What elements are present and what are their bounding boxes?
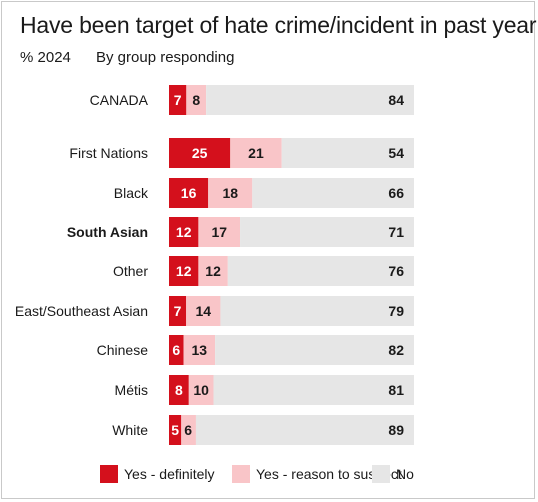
bar-definitely-chinese: [169, 335, 184, 365]
category-label-m-tis: Métis: [115, 382, 148, 398]
bar-definitely-black: [169, 178, 209, 208]
data-label-no-east-southeast-asian: 79: [388, 303, 404, 319]
data-label-suspect-black: 18: [222, 185, 238, 201]
data-label-suspect-south-asian: 17: [211, 224, 227, 240]
data-label-definitely-m-tis: 8: [175, 382, 183, 398]
bar-suspect-east-southeast-asian: [186, 296, 221, 326]
data-label-suspect-white: 6: [184, 422, 192, 438]
category-label-chinese: Chinese: [97, 342, 149, 358]
data-label-suspect-first-nations: 21: [248, 145, 264, 161]
bar-no-other: [227, 256, 414, 286]
data-label-no-black: 66: [388, 185, 404, 201]
legend-item-suspect: Yes - reason to suspect: [232, 464, 402, 484]
data-label-definitely-south-asian: 12: [176, 224, 192, 240]
bar-definitely-east-southeast-asian: [169, 296, 187, 326]
category-label-south-asian: South Asian: [67, 224, 148, 240]
bar-definitely-other: [169, 256, 199, 286]
legend-swatch-suspect: [232, 465, 250, 483]
data-label-suspect-other: 12: [205, 263, 221, 279]
bar-definitely-m-tis: [169, 375, 189, 405]
bar-definitely-south-asian: [169, 217, 199, 247]
legend-label-suspect: Yes - reason to suspect: [256, 466, 402, 482]
legend-label-definitely: Yes - definitely: [124, 466, 215, 482]
data-label-definitely-white: 5: [171, 422, 179, 438]
data-label-no-other: 76: [388, 263, 404, 279]
category-label-first-nations: First Nations: [69, 145, 148, 161]
data-label-definitely-canada: 7: [174, 92, 182, 108]
data-label-definitely-other: 12: [176, 263, 192, 279]
bar-suspect-canada: [186, 85, 207, 115]
data-label-definitely-first-nations: 25: [192, 145, 208, 161]
category-label-east-southeast-asian: East/Southeast Asian: [15, 303, 148, 319]
chart-title: Have been target of hate crime/incident …: [20, 12, 537, 38]
data-label-no-canada: 84: [388, 92, 404, 108]
legend-swatch-no: [372, 465, 390, 483]
bar-definitely-white: [169, 415, 182, 445]
bar-suspect-chinese: [183, 335, 216, 365]
data-label-no-south-asian: 71: [388, 224, 404, 240]
data-label-no-chinese: 82: [388, 342, 404, 358]
bar-no-white: [195, 415, 414, 445]
bar-no-chinese: [215, 335, 414, 365]
bar-suspect-white: [181, 415, 196, 445]
bar-no-south-asian: [240, 217, 414, 247]
data-label-definitely-chinese: 6: [172, 342, 180, 358]
legend-swatch-definitely: [100, 465, 118, 483]
category-label-canada: CANADA: [90, 92, 149, 108]
category-label-black: Black: [114, 185, 149, 201]
data-label-definitely-black: 16: [181, 185, 197, 201]
bar-suspect-south-asian: [198, 217, 241, 247]
chart-subtitle-group: By group responding: [96, 49, 235, 66]
bar-suspect-other: [198, 256, 228, 286]
bar-definitely-first-nations: [169, 138, 231, 168]
data-label-suspect-canada: 8: [192, 92, 200, 108]
bar-no-m-tis: [213, 375, 414, 405]
data-label-suspect-east-southeast-asian: 14: [196, 303, 212, 319]
legend-item-definitely: Yes - definitely: [100, 464, 215, 484]
legend-item-no: No: [372, 464, 414, 484]
bar-suspect-m-tis: [188, 375, 214, 405]
data-label-suspect-m-tis: 10: [193, 382, 209, 398]
chart-subtitle-year: % 2024: [20, 49, 71, 66]
category-label-white: White: [112, 422, 148, 438]
bar-suspect-first-nations: [230, 138, 282, 168]
category-label-other: Other: [113, 263, 148, 279]
data-label-definitely-east-southeast-asian: 7: [174, 303, 182, 319]
bar-no-east-southeast-asian: [220, 296, 414, 326]
bar-definitely-canada: [169, 85, 187, 115]
legend-label-no: No: [396, 466, 414, 482]
bar-no-canada: [206, 85, 414, 115]
bar-suspect-black: [208, 178, 253, 208]
data-label-no-white: 89: [388, 422, 404, 438]
data-label-no-m-tis: 81: [388, 382, 404, 398]
data-label-suspect-chinese: 13: [192, 342, 208, 358]
data-label-no-first-nations: 54: [388, 145, 404, 161]
bar-no-first-nations: [281, 138, 414, 168]
bar-no-black: [252, 178, 414, 208]
